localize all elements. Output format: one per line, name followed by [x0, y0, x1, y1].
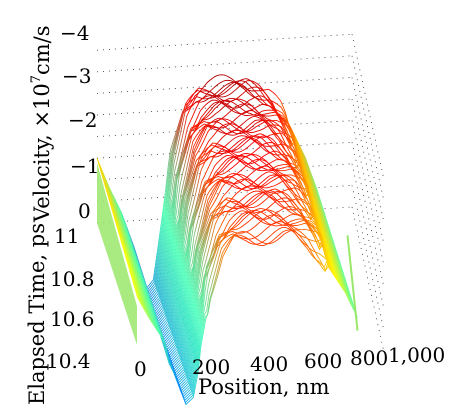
grid-line: [351, 55, 385, 202]
z-tick-label: −1: [70, 154, 99, 178]
z-axis-title: Velocity, ×107cm/s: [29, 26, 54, 224]
grid-line: [96, 120, 353, 137]
grid-line: [96, 206, 353, 224]
x-tick-label: 600: [304, 349, 342, 373]
grid-wall: [96, 33, 385, 353]
grid-line: [351, 120, 385, 267]
grid-line: [351, 206, 385, 353]
right-edge-line: [346, 235, 359, 331]
surface-trace: [120, 171, 343, 361]
grid-line: [96, 141, 353, 159]
grid-line: [96, 185, 353, 202]
y-tick-label: 10.6: [50, 307, 95, 331]
surface-trace: [136, 229, 358, 406]
z-tick-label: −2: [68, 108, 97, 132]
grid-line: [96, 55, 353, 73]
x-axis-ticks: 0 200 400 600 800 1,000: [134, 343, 445, 381]
x-tick-label: 400: [250, 352, 288, 376]
y-tick-label: 10.4: [46, 349, 91, 373]
z-axis-ticks: −4 −3 −2 −1 0: [60, 21, 99, 223]
plot-area: [96, 33, 385, 406]
grid-line: [351, 142, 385, 288]
z-tick-label: 0: [78, 199, 91, 223]
z-axis-title-exponent: 7: [29, 75, 44, 83]
grid-line: [96, 33, 353, 51]
x-tick-label: 200: [192, 355, 230, 379]
z-axis-title-unit: cm/s: [30, 26, 54, 76]
grid-line: [351, 185, 385, 331]
x-tick-label: 800: [350, 346, 388, 370]
z-tick-label: −3: [62, 64, 91, 88]
grid-line: [351, 98, 385, 245]
y-axis-ticks: 11 10.8 10.6 10.4: [46, 224, 95, 373]
y-axis-title: Elapsed Time, ps: [25, 223, 49, 405]
y-tick-label: 11: [54, 224, 79, 248]
y-tick-label: 10.8: [50, 267, 95, 291]
grid-line: [351, 34, 385, 180]
grid-line: [96, 163, 353, 181]
x-tick-label: 0: [134, 357, 147, 381]
left-side-wall: [97, 162, 137, 345]
x-axis-title: Position, nm: [198, 375, 330, 399]
grid-line: [96, 98, 353, 116]
grid-line: [351, 163, 385, 310]
grid-line: [96, 77, 353, 94]
grid-line: [351, 77, 385, 223]
z-tick-label: −4: [60, 21, 89, 45]
x-tick-label: 1,000: [388, 343, 445, 367]
z-axis-title-main: Velocity, ×10: [30, 83, 54, 223]
